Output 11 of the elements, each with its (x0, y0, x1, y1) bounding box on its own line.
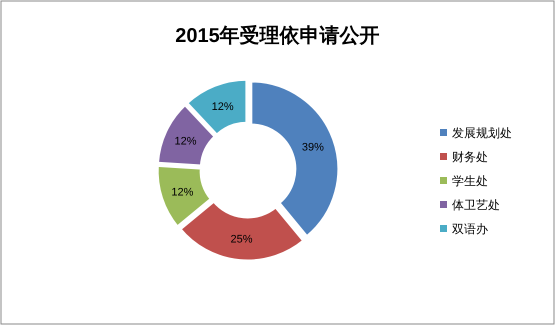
data-label: 12% (212, 100, 234, 113)
legend-label: 体卫艺处 (452, 198, 500, 212)
data-label: 25% (230, 234, 253, 246)
legend-label: 双语办 (452, 222, 488, 236)
data-label: 12% (171, 186, 194, 198)
chart-title: 2015年受理依申请公开 (175, 24, 380, 47)
data-label: 39% (302, 142, 324, 154)
legend-label: 学生处 (452, 174, 488, 188)
legend-label: 财务处 (452, 150, 488, 164)
legend-label: 发展规划处 (452, 126, 512, 140)
data-label: 12% (174, 136, 197, 148)
